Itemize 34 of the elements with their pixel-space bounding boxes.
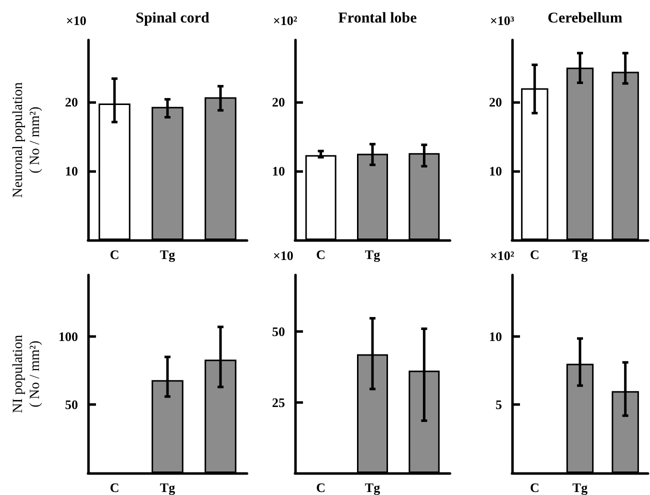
y-tick-label: 10 — [489, 328, 502, 344]
text: ×10 — [66, 13, 86, 28]
x-tick-label: Tg — [160, 247, 176, 262]
text: ×10² — [490, 248, 514, 263]
y-tick-label: 25 — [272, 394, 286, 410]
x-tick-label: C — [316, 480, 326, 495]
x-tick-label: C — [530, 480, 540, 495]
y-tick-label: 5 — [496, 397, 502, 412]
y-tick-label: 20 — [65, 94, 78, 110]
y-tick-label: 20 — [272, 94, 285, 110]
x-tick-label: Tg — [364, 247, 381, 262]
x-tick-label: Tg — [160, 480, 176, 495]
y-tick-label: 100 — [58, 328, 78, 344]
y-axis-title: NI population ( No / mm²) — [11, 334, 43, 414]
x-tick-label: C — [316, 247, 326, 262]
y-tick-label: 20 — [489, 94, 502, 110]
x-tick-label: C — [110, 480, 120, 495]
y-tick-label: 10 — [65, 164, 78, 179]
x-tick-label: C — [110, 247, 120, 262]
y-tick-label: 10 — [489, 164, 502, 179]
y-tick-label: 50 — [272, 324, 285, 340]
x-tick-label: Tg — [364, 480, 381, 495]
chart-title: Frontal lobe — [338, 10, 418, 26]
y-tick-label: 10 — [272, 164, 285, 179]
x-tick-label: Tg — [572, 480, 588, 495]
x-tick-label: Tg — [572, 247, 588, 262]
y-axis-title: Neuronal population ( No / mm²) — [11, 82, 43, 198]
text: ×10 — [273, 248, 294, 263]
chart-title: Cerebellum — [548, 10, 623, 26]
text: ×10³ — [490, 13, 514, 28]
text: ×10² — [273, 13, 298, 28]
chart-title: Spinal cord — [136, 10, 210, 26]
y-tick-label: 50 — [65, 397, 78, 412]
x-tick-label: C — [530, 247, 540, 262]
